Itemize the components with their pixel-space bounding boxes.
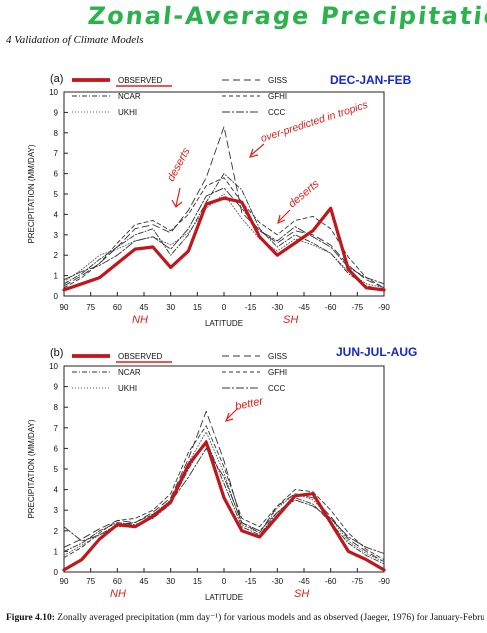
season-annotation: JUN-JUL-AUG <box>336 345 417 359</box>
caption-text: Zonally averaged precipitation (mm day⁻¹… <box>57 613 484 623</box>
x-tick-label: 75 <box>86 303 95 312</box>
y-tick-label: 0 <box>54 568 59 577</box>
figure-caption: Figure 4.10: Zonally averaged precipitat… <box>6 612 484 633</box>
x-tick-label: 0 <box>222 577 227 586</box>
annotation-arrow-better <box>225 407 239 422</box>
y-tick-label: 7 <box>54 149 59 158</box>
series-line-observed <box>62 196 386 292</box>
x-tick-label: 30 <box>166 303 175 312</box>
panel-label: (b) <box>50 347 63 359</box>
x-axis-label: LATITUDE <box>205 319 243 328</box>
plot-frame <box>63 365 385 573</box>
y-axis-label: PRECIPITATION (MM/DAY) <box>27 144 36 243</box>
legend-label-ccc: CCC <box>268 384 286 393</box>
x-tick-label: -75 <box>352 577 364 586</box>
series-line-observed <box>62 440 386 572</box>
caption-label: Figure 4.10: <box>6 613 55 623</box>
legend-label-observed: OBSERVED <box>118 76 163 85</box>
annotation-better: better <box>234 395 265 413</box>
y-tick-label: 0 <box>54 292 59 301</box>
x-tick-label: 45 <box>140 577 149 586</box>
y-tick-label: 4 <box>54 210 59 219</box>
x-tick-label: 45 <box>140 303 149 312</box>
x-tick-label: -30 <box>272 303 284 312</box>
x-tick-label: 90 <box>60 577 69 586</box>
legend-label-ncar: NCAR <box>118 368 141 377</box>
y-tick-label: 8 <box>54 403 59 412</box>
x-tick-label: -90 <box>378 577 390 586</box>
x-tick-label: 15 <box>193 577 202 586</box>
y-tick-label: 9 <box>54 383 59 392</box>
series-line-giss <box>63 126 385 289</box>
y-tick-label: 3 <box>54 506 59 515</box>
y-tick-label: 10 <box>49 362 58 371</box>
x-tick-label: -30 <box>272 577 284 586</box>
annotation-deserts-nh: deserts <box>165 145 193 183</box>
legend-label-ukhi: UKHI <box>118 384 137 393</box>
y-tick-label: 6 <box>54 170 59 179</box>
y-tick-label: 2 <box>54 527 59 536</box>
y-tick-label: 4 <box>54 486 59 495</box>
series-line-ukhi <box>63 193 385 289</box>
season-annotation: DEC-JAN-FEB <box>330 73 412 87</box>
series-line-ncar <box>63 173 385 291</box>
x-tick-label: -45 <box>298 577 310 586</box>
y-tick-label: 1 <box>54 547 59 556</box>
x-tick-label: -15 <box>245 577 257 586</box>
y-tick-label: 3 <box>54 231 59 240</box>
panel-label: (a) <box>50 73 63 85</box>
series-line-gfhi <box>63 425 385 561</box>
legend-label-gfhi: GFHI <box>268 368 287 377</box>
x-tick-label: -45 <box>298 303 310 312</box>
annotation-arrow-overpredicted <box>249 143 265 158</box>
x-tick-label: 0 <box>222 303 227 312</box>
legend-label-giss: GISS <box>268 76 287 85</box>
hemisphere-note-sh: SH <box>283 314 298 326</box>
y-tick-label: 5 <box>54 465 59 474</box>
x-tick-label: 60 <box>113 303 122 312</box>
y-tick-label: 7 <box>54 424 59 433</box>
legend-label-ncar: NCAR <box>118 92 141 101</box>
x-tick-label: 30 <box>166 577 175 586</box>
y-tick-label: 10 <box>49 88 58 97</box>
handwritten-title: Zonal-Average Precipitation <box>86 2 487 30</box>
legend-label-ccc: CCC <box>268 108 286 117</box>
annotation-arrow-deserts-nh <box>171 187 183 208</box>
hemisphere-note-sh: SH <box>294 588 309 600</box>
y-tick-label: 2 <box>54 251 59 260</box>
x-tick-label: -75 <box>352 303 364 312</box>
annotation-overpredicted: over-predicted in tropics <box>259 99 370 145</box>
y-tick-label: 5 <box>54 190 59 199</box>
x-tick-label: -60 <box>325 303 337 312</box>
series-line-ccc <box>63 187 385 285</box>
series-line-giss <box>63 410 385 563</box>
x-tick-label: 60 <box>113 577 122 586</box>
series-line-ncar <box>63 439 385 565</box>
x-tick-label: 90 <box>60 303 69 312</box>
y-axis-label: PRECIPITATION (MM/DAY) <box>27 419 36 518</box>
legend-label-gfhi: GFHI <box>268 92 287 101</box>
y-tick-label: 8 <box>54 129 59 138</box>
x-tick-label: -15 <box>245 303 257 312</box>
series-line-gfhi <box>63 177 385 289</box>
y-tick-label: 1 <box>54 272 59 281</box>
x-tick-label: -60 <box>325 577 337 586</box>
annotation-deserts-sh: deserts <box>286 178 322 211</box>
y-tick-label: 9 <box>54 108 59 117</box>
hemisphere-note-nh: NH <box>132 314 148 326</box>
page-header: 4 Validation of Climate Models <box>6 34 144 46</box>
legend-label-giss: GISS <box>268 352 287 361</box>
x-axis-label: LATITUDE <box>205 593 243 602</box>
legend-label-observed: OBSERVED <box>118 352 163 361</box>
y-tick-label: 6 <box>54 444 59 453</box>
x-tick-label: -90 <box>378 303 390 312</box>
x-tick-label: 75 <box>86 577 95 586</box>
annotation-arrow-deserts-sh <box>277 209 291 225</box>
x-tick-label: 15 <box>193 303 202 312</box>
legend-label-ukhi: UKHI <box>118 108 137 117</box>
hemisphere-note-nh: NH <box>110 588 126 600</box>
